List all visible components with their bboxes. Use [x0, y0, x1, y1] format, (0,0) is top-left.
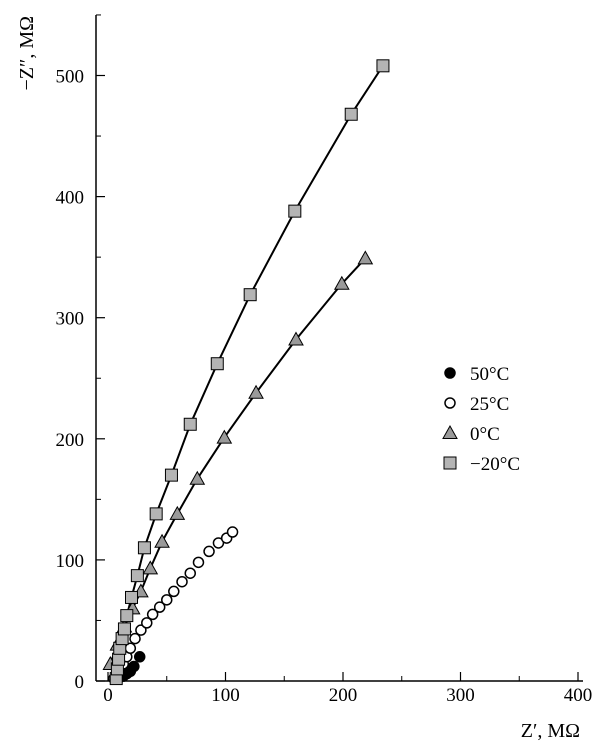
y-tick-label: 500 [56, 67, 85, 88]
series-1-point [153, 601, 166, 613]
series-2-point [154, 533, 170, 548]
series-3-line [115, 65, 384, 679]
series-3-point [130, 569, 144, 583]
x-tick-label: 400 [564, 685, 593, 706]
series-1-point [161, 594, 173, 606]
series-1-point [212, 537, 225, 549]
series-3-point [344, 107, 358, 121]
series-2-point [142, 560, 159, 575]
series-3-point [243, 288, 257, 302]
y-axis-label: −Z″, MΩ [16, 16, 38, 90]
series-1-point [184, 567, 196, 579]
x-tick-label: 100 [211, 685, 240, 706]
y-tick-label: 300 [56, 309, 85, 330]
y-tick-label: 0 [75, 672, 85, 693]
series-3-point [183, 417, 197, 431]
series-3-point [112, 652, 126, 666]
x-tick-label: 0 [103, 685, 113, 706]
series-3-point [120, 609, 134, 623]
legend: 50°C 25°C 0°C −20°C [442, 364, 520, 475]
x-axis-label: Z′, MΩ [521, 720, 580, 742]
series-2-point [248, 384, 264, 399]
series-3-point [210, 357, 224, 371]
legend-marker [442, 424, 458, 439]
legend-marker [444, 397, 456, 409]
series-3-point [149, 507, 163, 521]
axes [95, 15, 583, 682]
series-3-point [125, 590, 138, 604]
series-1-point [146, 608, 159, 621]
series-3-point [117, 622, 131, 636]
series-1-point [135, 624, 147, 636]
ticks: 0 100 200 300 400 500 0 100 200 300 400 [56, 14, 593, 706]
series-3-point [288, 204, 302, 218]
series-1-point [141, 617, 153, 629]
series-3-point [376, 59, 390, 73]
series-1-point [168, 585, 180, 598]
y-tick-label: 200 [56, 430, 85, 451]
y-tick-label: 400 [56, 188, 85, 209]
series-2-point [189, 470, 206, 485]
series-1-point [192, 556, 205, 569]
series-3-point [137, 541, 151, 555]
series-lines [109, 65, 384, 679]
series-0-point [133, 651, 146, 663]
series-2-point [216, 429, 233, 444]
legend-label: 50°C [470, 364, 509, 385]
legend-label: 25°C [470, 394, 509, 415]
series-1-point [176, 575, 188, 588]
legend-label: −20°C [470, 454, 520, 475]
y-tick-label: 100 [56, 551, 85, 572]
legend-marker [444, 367, 456, 379]
series-2-point [288, 331, 304, 346]
x-tick-label: 300 [446, 685, 475, 706]
legend-marker [443, 456, 457, 470]
series-3-point [164, 468, 178, 482]
series-1-point [129, 632, 141, 645]
legend-label: 0°C [470, 424, 500, 445]
series-0-point [128, 660, 140, 673]
series-2-point [169, 505, 186, 520]
series-2-point [357, 250, 374, 265]
series-1-point [226, 526, 239, 538]
series-points [102, 59, 390, 686]
series-1-point [203, 545, 215, 558]
series-2-point [333, 275, 350, 290]
x-tick-label: 200 [329, 685, 358, 706]
